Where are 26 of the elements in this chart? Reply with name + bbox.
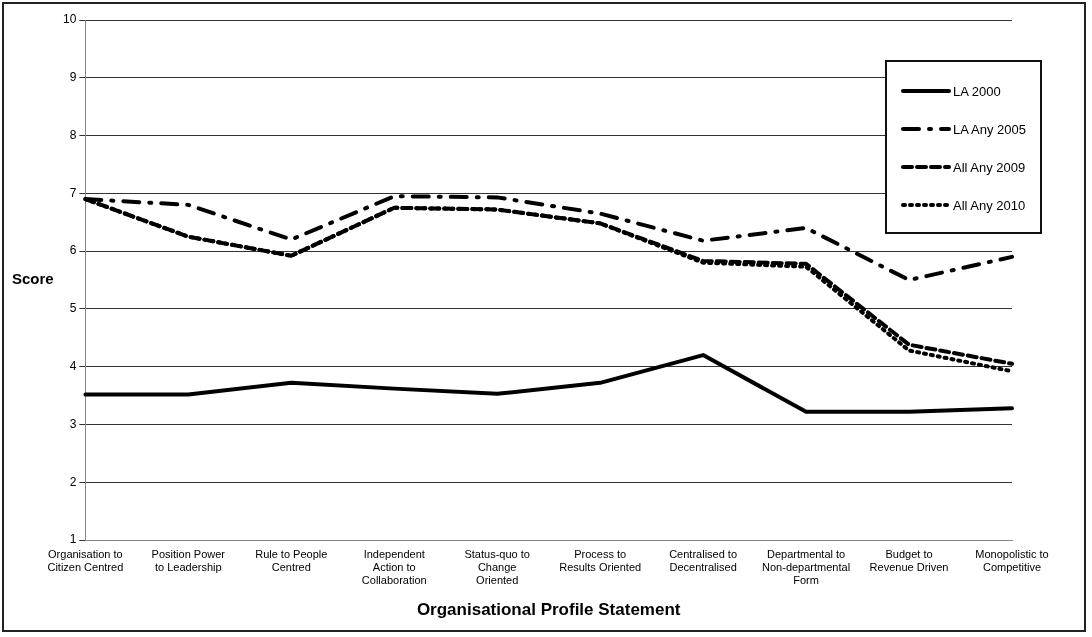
y-tick-label: 9 [69, 70, 77, 85]
x-tick-label: Centralised to Decentralised [669, 547, 738, 573]
y-tick-label: 10 [62, 12, 77, 27]
x-tick-label: Departmental to Non-departmental Form [762, 547, 851, 587]
x-tick-label: Budget to Revenue Driven [869, 547, 949, 573]
x-tick-label: Status-quo to Change Oriented [464, 547, 530, 587]
x-tick-label: Independent Action to Collaboration [361, 547, 427, 587]
x-axis-title: Organisational Profile Statement [416, 600, 681, 620]
x-tick-label: Process to Results Oriented [559, 547, 642, 573]
x-tick-label: Rule to People Centred [255, 547, 328, 573]
legend-label: All Any 2010 [952, 197, 1026, 213]
y-tick-label: 1 [69, 532, 77, 547]
y-tick-label: 3 [69, 416, 77, 431]
y-tick-label: 5 [69, 301, 77, 316]
x-tick-label: Monopolistic to Competitive [975, 547, 1049, 573]
y-axis-title: Score [12, 270, 54, 288]
y-tick-label: 7 [69, 185, 77, 200]
x-tick-label: Organisation to Citizen Centred [47, 547, 124, 573]
legend-label: LA Any 2005 [952, 121, 1026, 137]
legend-label: LA 2000 [952, 83, 1001, 99]
y-tick-label: 6 [69, 243, 77, 258]
y-tick-label: 8 [69, 127, 77, 142]
y-tick-label: 2 [69, 474, 77, 489]
x-tick-label: Position Power to Leadership [151, 547, 226, 573]
legend-label: All Any 2009 [952, 159, 1026, 175]
y-tick-label: 4 [69, 358, 77, 373]
